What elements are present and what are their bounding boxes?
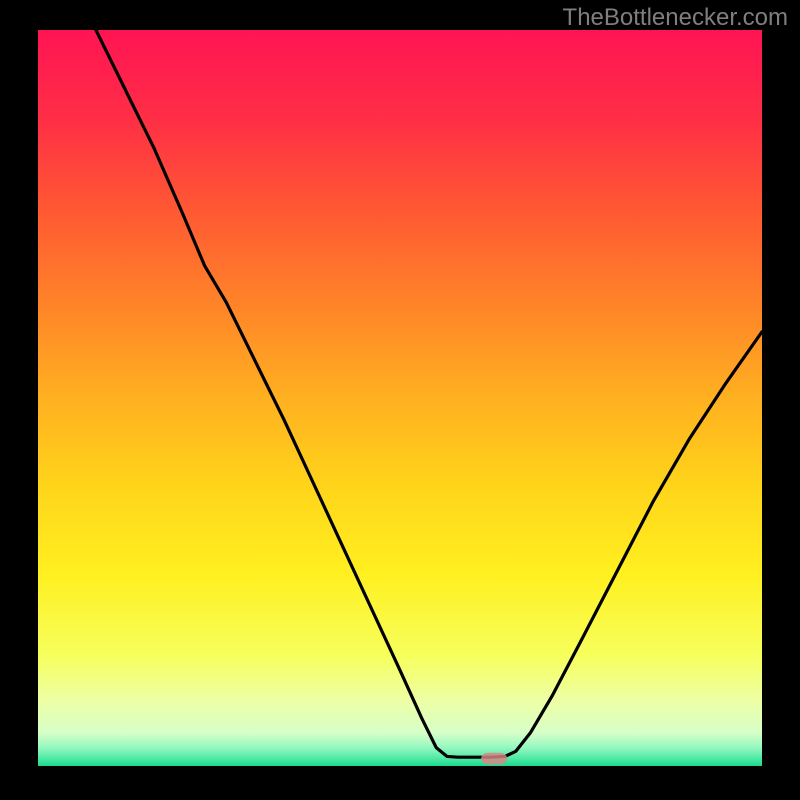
bottleneck-chart	[38, 30, 762, 766]
watermark-text: TheBottlenecker.com	[563, 4, 788, 32]
optimum-marker	[481, 753, 507, 765]
chart-frame: TheBottlenecker.com	[0, 0, 800, 800]
chart-background	[38, 30, 762, 766]
